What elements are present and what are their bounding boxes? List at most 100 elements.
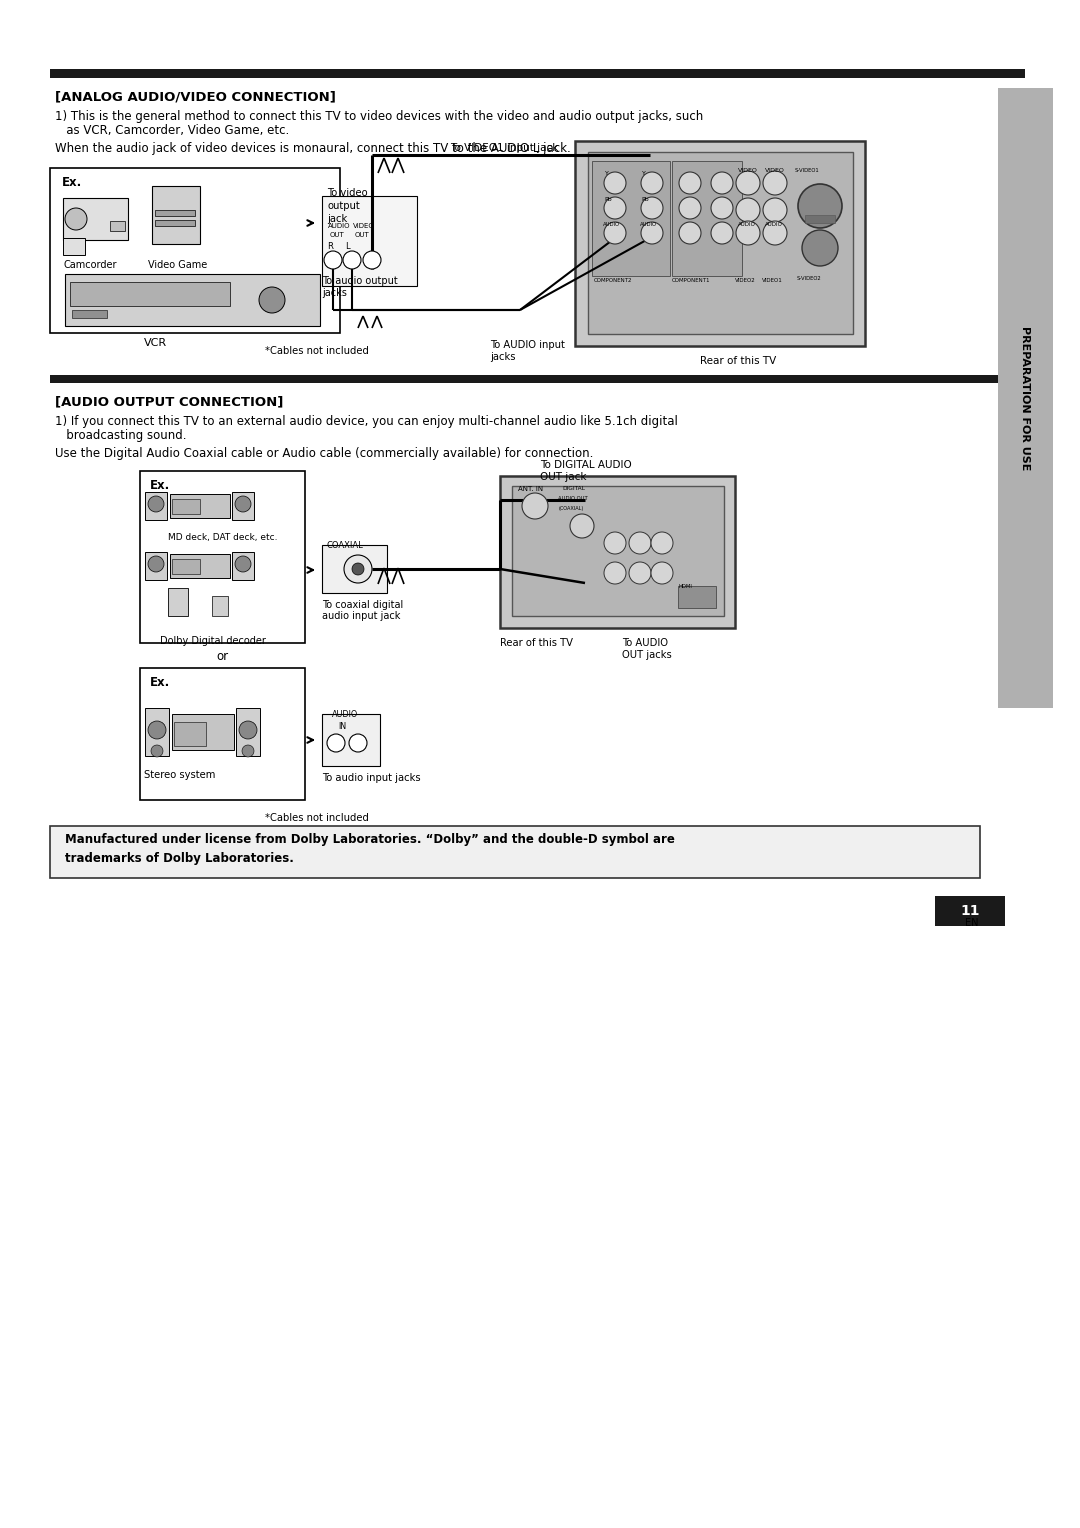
Circle shape: [651, 532, 673, 555]
Text: 11: 11: [960, 905, 980, 918]
FancyBboxPatch shape: [172, 500, 200, 513]
Circle shape: [642, 173, 663, 194]
Text: *Cables not included: *Cables not included: [265, 345, 369, 356]
Text: ANT. IN: ANT. IN: [518, 486, 543, 492]
Text: To audio output: To audio output: [322, 277, 397, 286]
FancyBboxPatch shape: [145, 707, 168, 756]
Text: (COAXIAL): (COAXIAL): [559, 506, 584, 510]
FancyBboxPatch shape: [678, 587, 716, 608]
Text: 1) If you connect this TV to an external audio device, you can enjoy multi-chann: 1) If you connect this TV to an external…: [55, 416, 678, 428]
Text: VIDEO: VIDEO: [765, 168, 785, 173]
Text: VIDEO: VIDEO: [353, 223, 375, 229]
Text: L: L: [345, 241, 350, 251]
Circle shape: [604, 197, 626, 219]
Text: Rear of this TV: Rear of this TV: [700, 356, 777, 367]
Text: VIDEO1: VIDEO1: [762, 278, 783, 283]
Text: COMPONENT1: COMPONENT1: [672, 278, 711, 283]
FancyBboxPatch shape: [156, 209, 195, 215]
Circle shape: [151, 746, 163, 756]
Text: *Cables not included: *Cables not included: [265, 813, 369, 824]
Text: AUDIO: AUDIO: [765, 222, 783, 228]
Text: R: R: [327, 241, 333, 251]
Circle shape: [239, 721, 257, 740]
Text: Pb: Pb: [642, 197, 649, 202]
Circle shape: [762, 222, 787, 244]
FancyBboxPatch shape: [170, 555, 230, 578]
Circle shape: [324, 251, 342, 269]
FancyBboxPatch shape: [50, 168, 340, 333]
Circle shape: [235, 556, 251, 571]
Text: Dolby Digital decoder: Dolby Digital decoder: [160, 636, 266, 646]
FancyBboxPatch shape: [156, 220, 195, 226]
Text: output: output: [327, 202, 360, 211]
FancyBboxPatch shape: [588, 151, 853, 335]
Text: [AUDIO OUTPUT CONNECTION]: [AUDIO OUTPUT CONNECTION]: [55, 396, 283, 408]
Text: S-VIDEO1: S-VIDEO1: [795, 168, 820, 173]
Text: S-VIDEO2: S-VIDEO2: [797, 277, 822, 281]
FancyBboxPatch shape: [140, 668, 305, 801]
Text: COMPONENT2: COMPONENT2: [594, 278, 633, 283]
FancyBboxPatch shape: [140, 471, 305, 643]
Text: trademarks of Dolby Laboratories.: trademarks of Dolby Laboratories.: [65, 853, 294, 865]
FancyBboxPatch shape: [110, 222, 125, 231]
FancyBboxPatch shape: [998, 89, 1053, 707]
Circle shape: [604, 562, 626, 584]
Circle shape: [651, 562, 673, 584]
Text: Ex.: Ex.: [62, 176, 82, 189]
FancyBboxPatch shape: [174, 723, 206, 746]
Text: MD deck, DAT deck, etc.: MD deck, DAT deck, etc.: [168, 533, 278, 542]
Text: Y: Y: [642, 171, 646, 176]
Text: AUDIO: AUDIO: [640, 222, 657, 228]
FancyBboxPatch shape: [232, 492, 254, 520]
Circle shape: [148, 556, 164, 571]
FancyBboxPatch shape: [237, 707, 260, 756]
Circle shape: [629, 562, 651, 584]
FancyBboxPatch shape: [575, 141, 865, 345]
Circle shape: [352, 562, 364, 575]
Text: OUT: OUT: [330, 232, 345, 238]
Text: DIGITAL: DIGITAL: [562, 486, 585, 490]
Circle shape: [148, 497, 164, 512]
Text: When the audio jack of video devices is monaural, connect this TV to the AUDIO L: When the audio jack of video devices is …: [55, 142, 570, 154]
Text: jacks: jacks: [490, 351, 515, 362]
Circle shape: [762, 171, 787, 196]
Circle shape: [711, 197, 733, 219]
Text: Ex.: Ex.: [150, 478, 171, 492]
Circle shape: [345, 555, 372, 584]
Circle shape: [604, 222, 626, 244]
FancyBboxPatch shape: [50, 827, 980, 879]
FancyBboxPatch shape: [72, 310, 107, 318]
Circle shape: [735, 199, 760, 222]
Circle shape: [679, 222, 701, 244]
FancyBboxPatch shape: [170, 494, 230, 518]
FancyBboxPatch shape: [152, 186, 200, 244]
Circle shape: [711, 173, 733, 194]
Circle shape: [735, 171, 760, 196]
Circle shape: [235, 497, 251, 512]
Circle shape: [679, 173, 701, 194]
Circle shape: [604, 532, 626, 555]
Circle shape: [522, 494, 548, 520]
FancyBboxPatch shape: [212, 596, 228, 616]
Text: To video: To video: [327, 188, 367, 199]
Text: AUDIO: AUDIO: [603, 222, 620, 228]
Text: EN: EN: [966, 918, 978, 927]
FancyBboxPatch shape: [65, 274, 320, 325]
Circle shape: [259, 287, 285, 313]
Circle shape: [570, 513, 594, 538]
Text: [ANALOG AUDIO/VIDEO CONNECTION]: [ANALOG AUDIO/VIDEO CONNECTION]: [55, 90, 336, 102]
FancyBboxPatch shape: [172, 714, 234, 750]
FancyBboxPatch shape: [805, 215, 835, 223]
Text: To coaxial digital: To coaxial digital: [322, 601, 403, 610]
FancyBboxPatch shape: [168, 588, 188, 616]
FancyBboxPatch shape: [63, 199, 129, 240]
FancyBboxPatch shape: [50, 69, 1025, 78]
Text: HDMI: HDMI: [678, 584, 692, 588]
Circle shape: [802, 231, 838, 266]
Circle shape: [798, 183, 842, 228]
FancyBboxPatch shape: [322, 545, 387, 593]
Text: AUDIO: AUDIO: [328, 223, 351, 229]
FancyBboxPatch shape: [672, 160, 742, 277]
FancyBboxPatch shape: [50, 374, 998, 384]
Text: Ex.: Ex.: [150, 675, 171, 689]
